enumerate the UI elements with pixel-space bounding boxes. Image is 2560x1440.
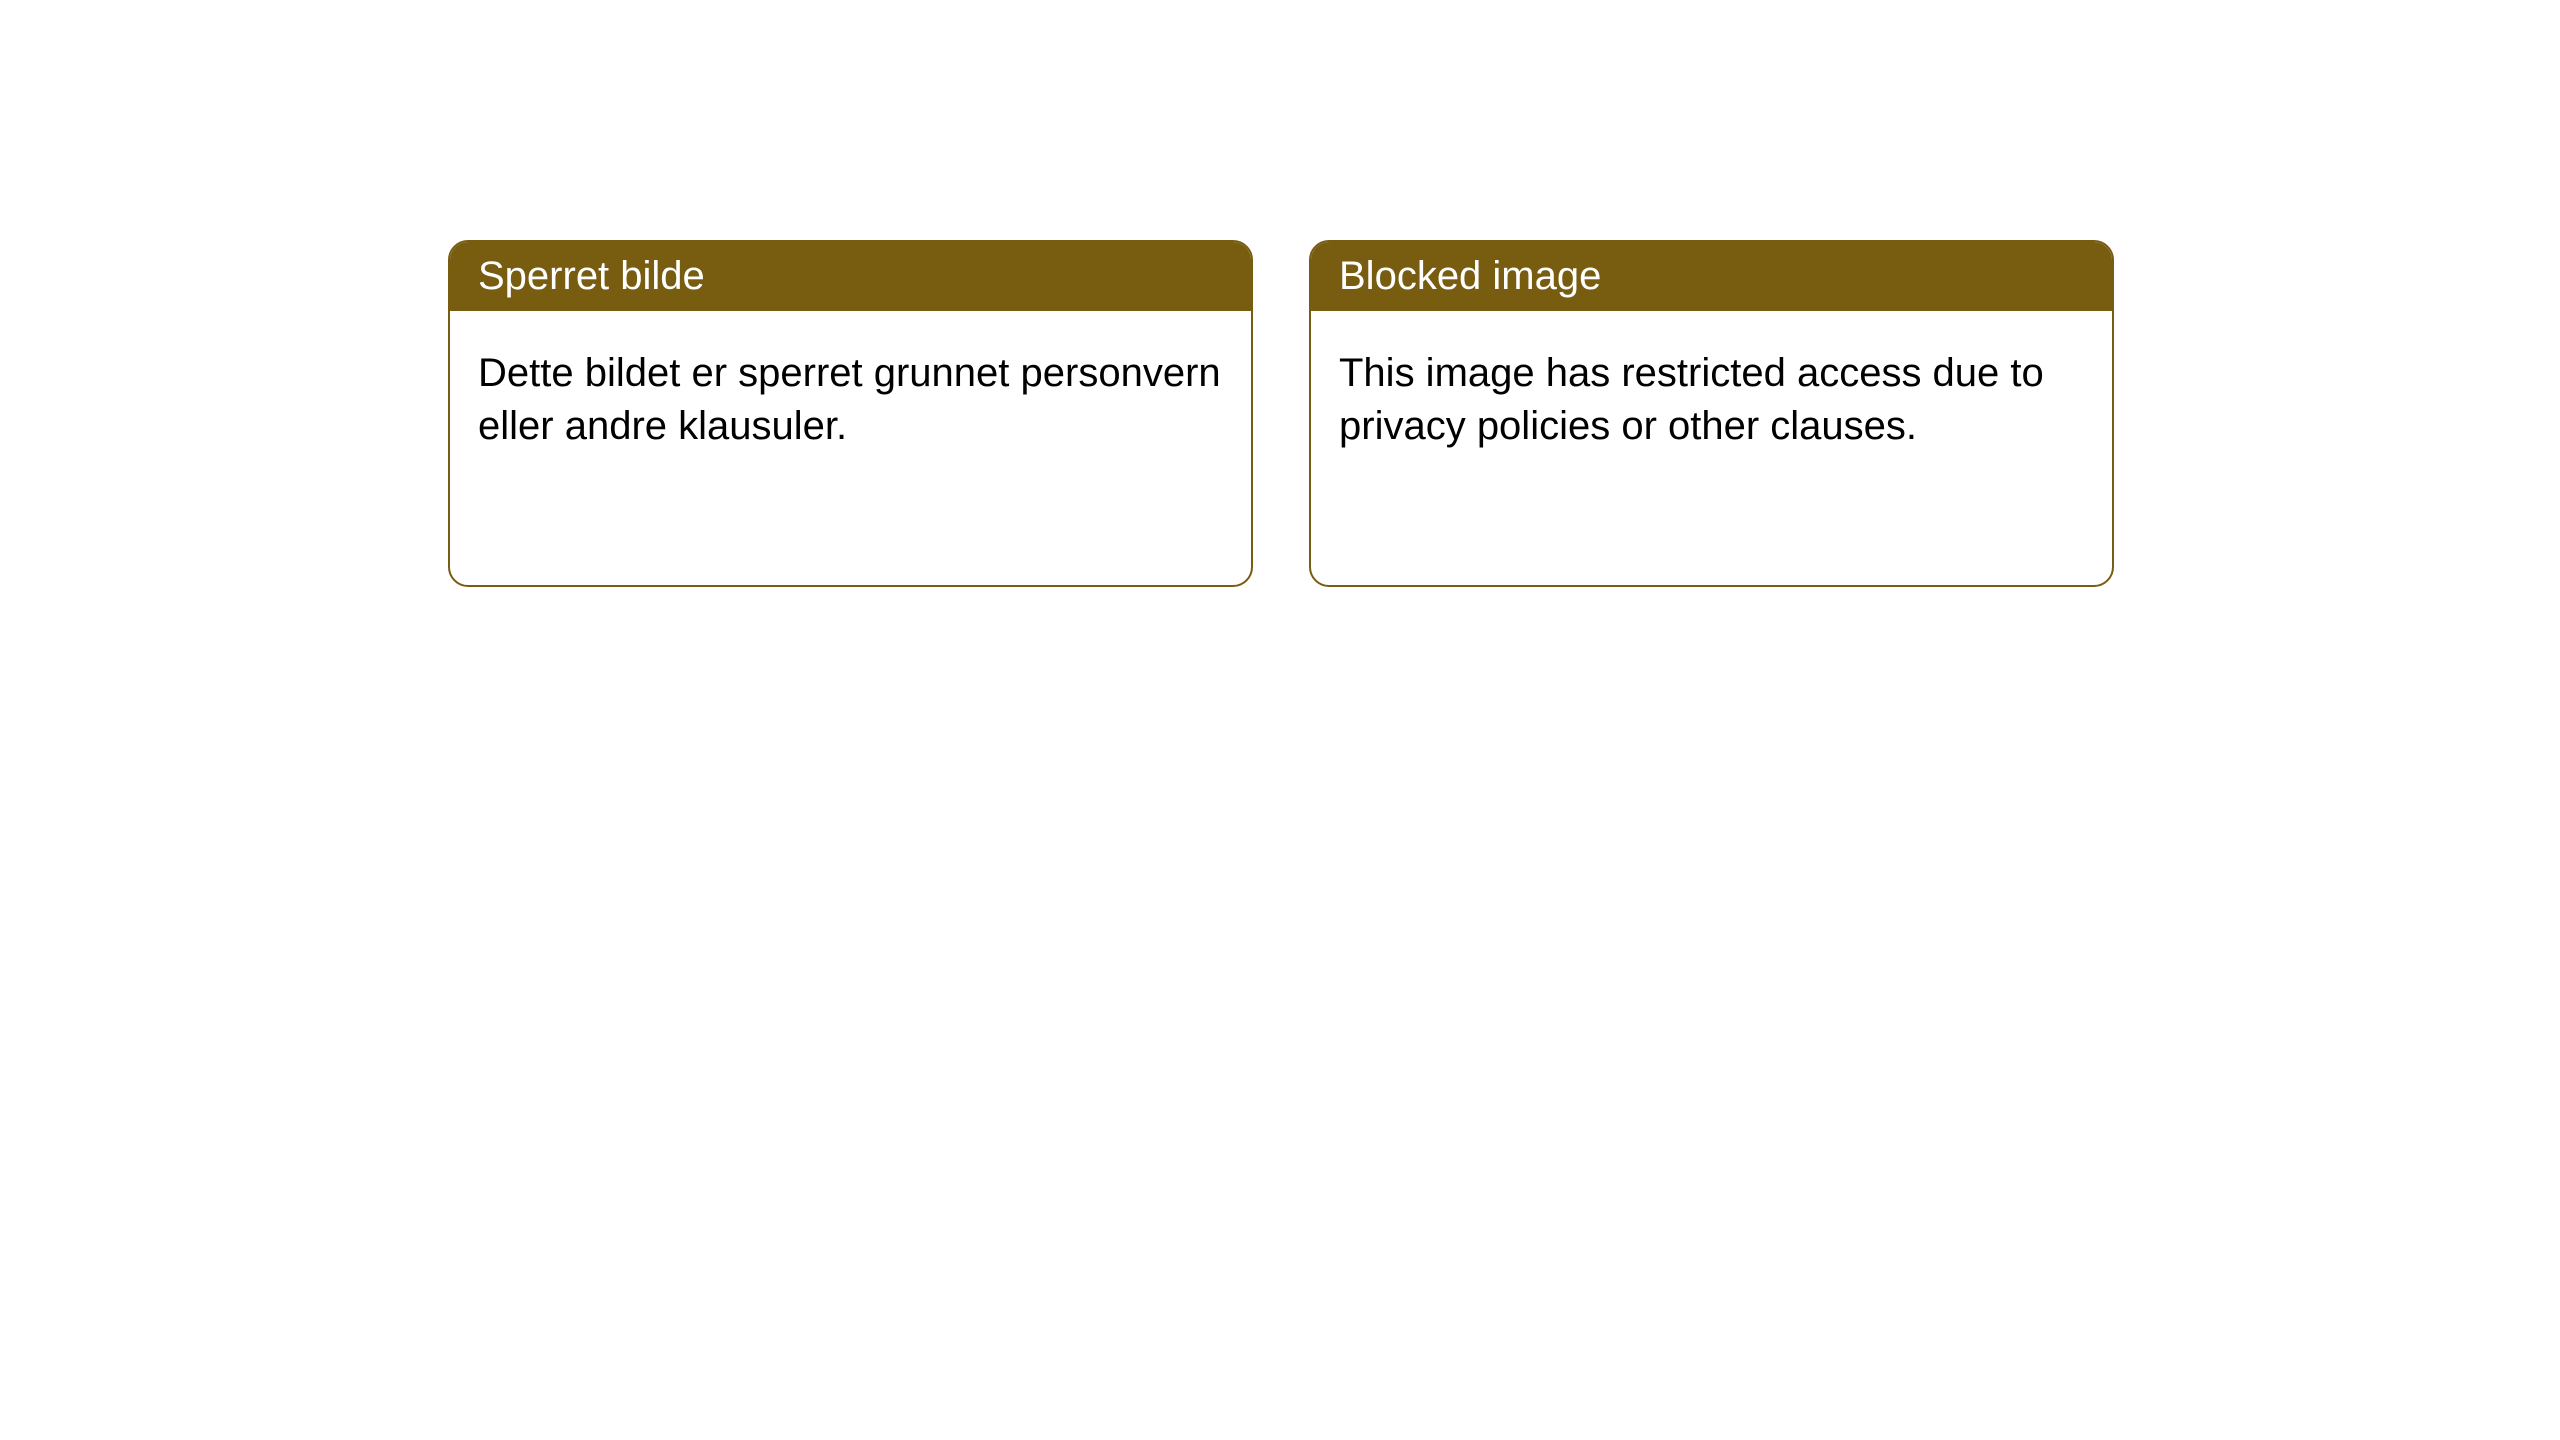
cards-container: Sperret bilde Dette bildet er sperret gr… <box>0 0 2560 587</box>
card-title: Sperret bilde <box>478 254 705 298</box>
card-english: Blocked image This image has restricted … <box>1309 240 2114 587</box>
card-header: Sperret bilde <box>450 242 1251 311</box>
card-body: Dette bildet er sperret grunnet personve… <box>450 311 1251 585</box>
card-body-text: Dette bildet er sperret grunnet personve… <box>478 351 1221 448</box>
card-body: This image has restricted access due to … <box>1311 311 2112 585</box>
card-title: Blocked image <box>1339 254 1601 298</box>
card-body-text: This image has restricted access due to … <box>1339 351 2044 448</box>
card-header: Blocked image <box>1311 242 2112 311</box>
card-norwegian: Sperret bilde Dette bildet er sperret gr… <box>448 240 1253 587</box>
